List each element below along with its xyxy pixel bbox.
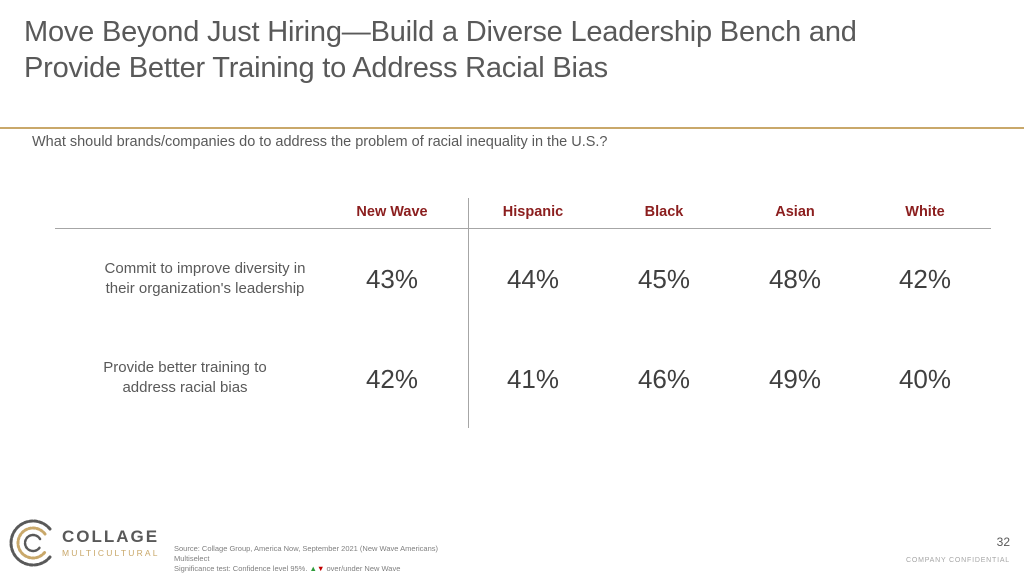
multiselect-note: Multiselect <box>174 554 210 563</box>
significance-suffix: over/under New Wave <box>326 564 401 573</box>
cell-training-asian: 49% <box>768 364 822 394</box>
row-label-line: their organization's leadership <box>105 280 305 297</box>
slide-title-line-1: Move Beyond Just Hiring—Build a Diverse … <box>24 16 857 48</box>
row-label-training: Provide better training to address racia… <box>35 358 335 398</box>
significance-note: Significance test: Confidence level 95%.… <box>174 564 400 573</box>
cell-training-hispanic: 41% <box>506 364 560 394</box>
triangle-down-icon: ▼ <box>316 564 325 573</box>
slide-title: Move Beyond Just Hiring—Build a Diverse … <box>24 14 984 86</box>
row-label-leadership: Commit to improve diversity in their org… <box>55 259 355 299</box>
cell-leadership-black: 45% <box>637 264 691 294</box>
cell-leadership-white: 42% <box>898 264 952 294</box>
cell-leadership-asian: 48% <box>768 264 822 294</box>
logo-wordmark: COLLAGE <box>62 527 160 546</box>
cell-leadership-hispanic: 44% <box>506 264 560 294</box>
slide-title-line-2: Provide Better Training to Address Racia… <box>24 52 608 84</box>
column-header-asian: Asian <box>775 204 815 220</box>
confidential-label: COMPANY CONFIDENTIAL <box>905 557 1010 564</box>
cell-training-white: 40% <box>898 364 952 394</box>
row-label-line: address racial bias <box>122 379 248 396</box>
row-label-line: Provide better training to <box>103 359 267 376</box>
logo-subtitle: MULTICULTURAL <box>62 548 160 558</box>
row-label-line: Commit to improve diversity in <box>104 260 306 277</box>
page-number: 32 <box>996 535 1010 549</box>
table-header-rule <box>55 228 991 229</box>
column-header-black: Black <box>644 204 684 220</box>
column-header-white: White <box>905 204 945 220</box>
title-divider <box>0 127 1024 129</box>
table-column-divider <box>468 198 469 428</box>
source-note: Source: Collage Group, America Now, Sept… <box>174 544 439 553</box>
significance-prefix: Significance test: Confidence level 95%. <box>174 564 308 573</box>
triangle-up-icon: ▲ <box>309 564 317 573</box>
collage-logo-icon <box>9 519 52 567</box>
cell-leadership-new-wave: 43% <box>365 264 419 294</box>
cell-training-new-wave: 42% <box>365 364 419 394</box>
survey-question: What should brands/companies do to addre… <box>32 134 608 150</box>
column-header-new-wave: New Wave <box>356 204 428 220</box>
column-header-hispanic: Hispanic <box>502 204 564 220</box>
cell-training-black: 46% <box>637 364 691 394</box>
